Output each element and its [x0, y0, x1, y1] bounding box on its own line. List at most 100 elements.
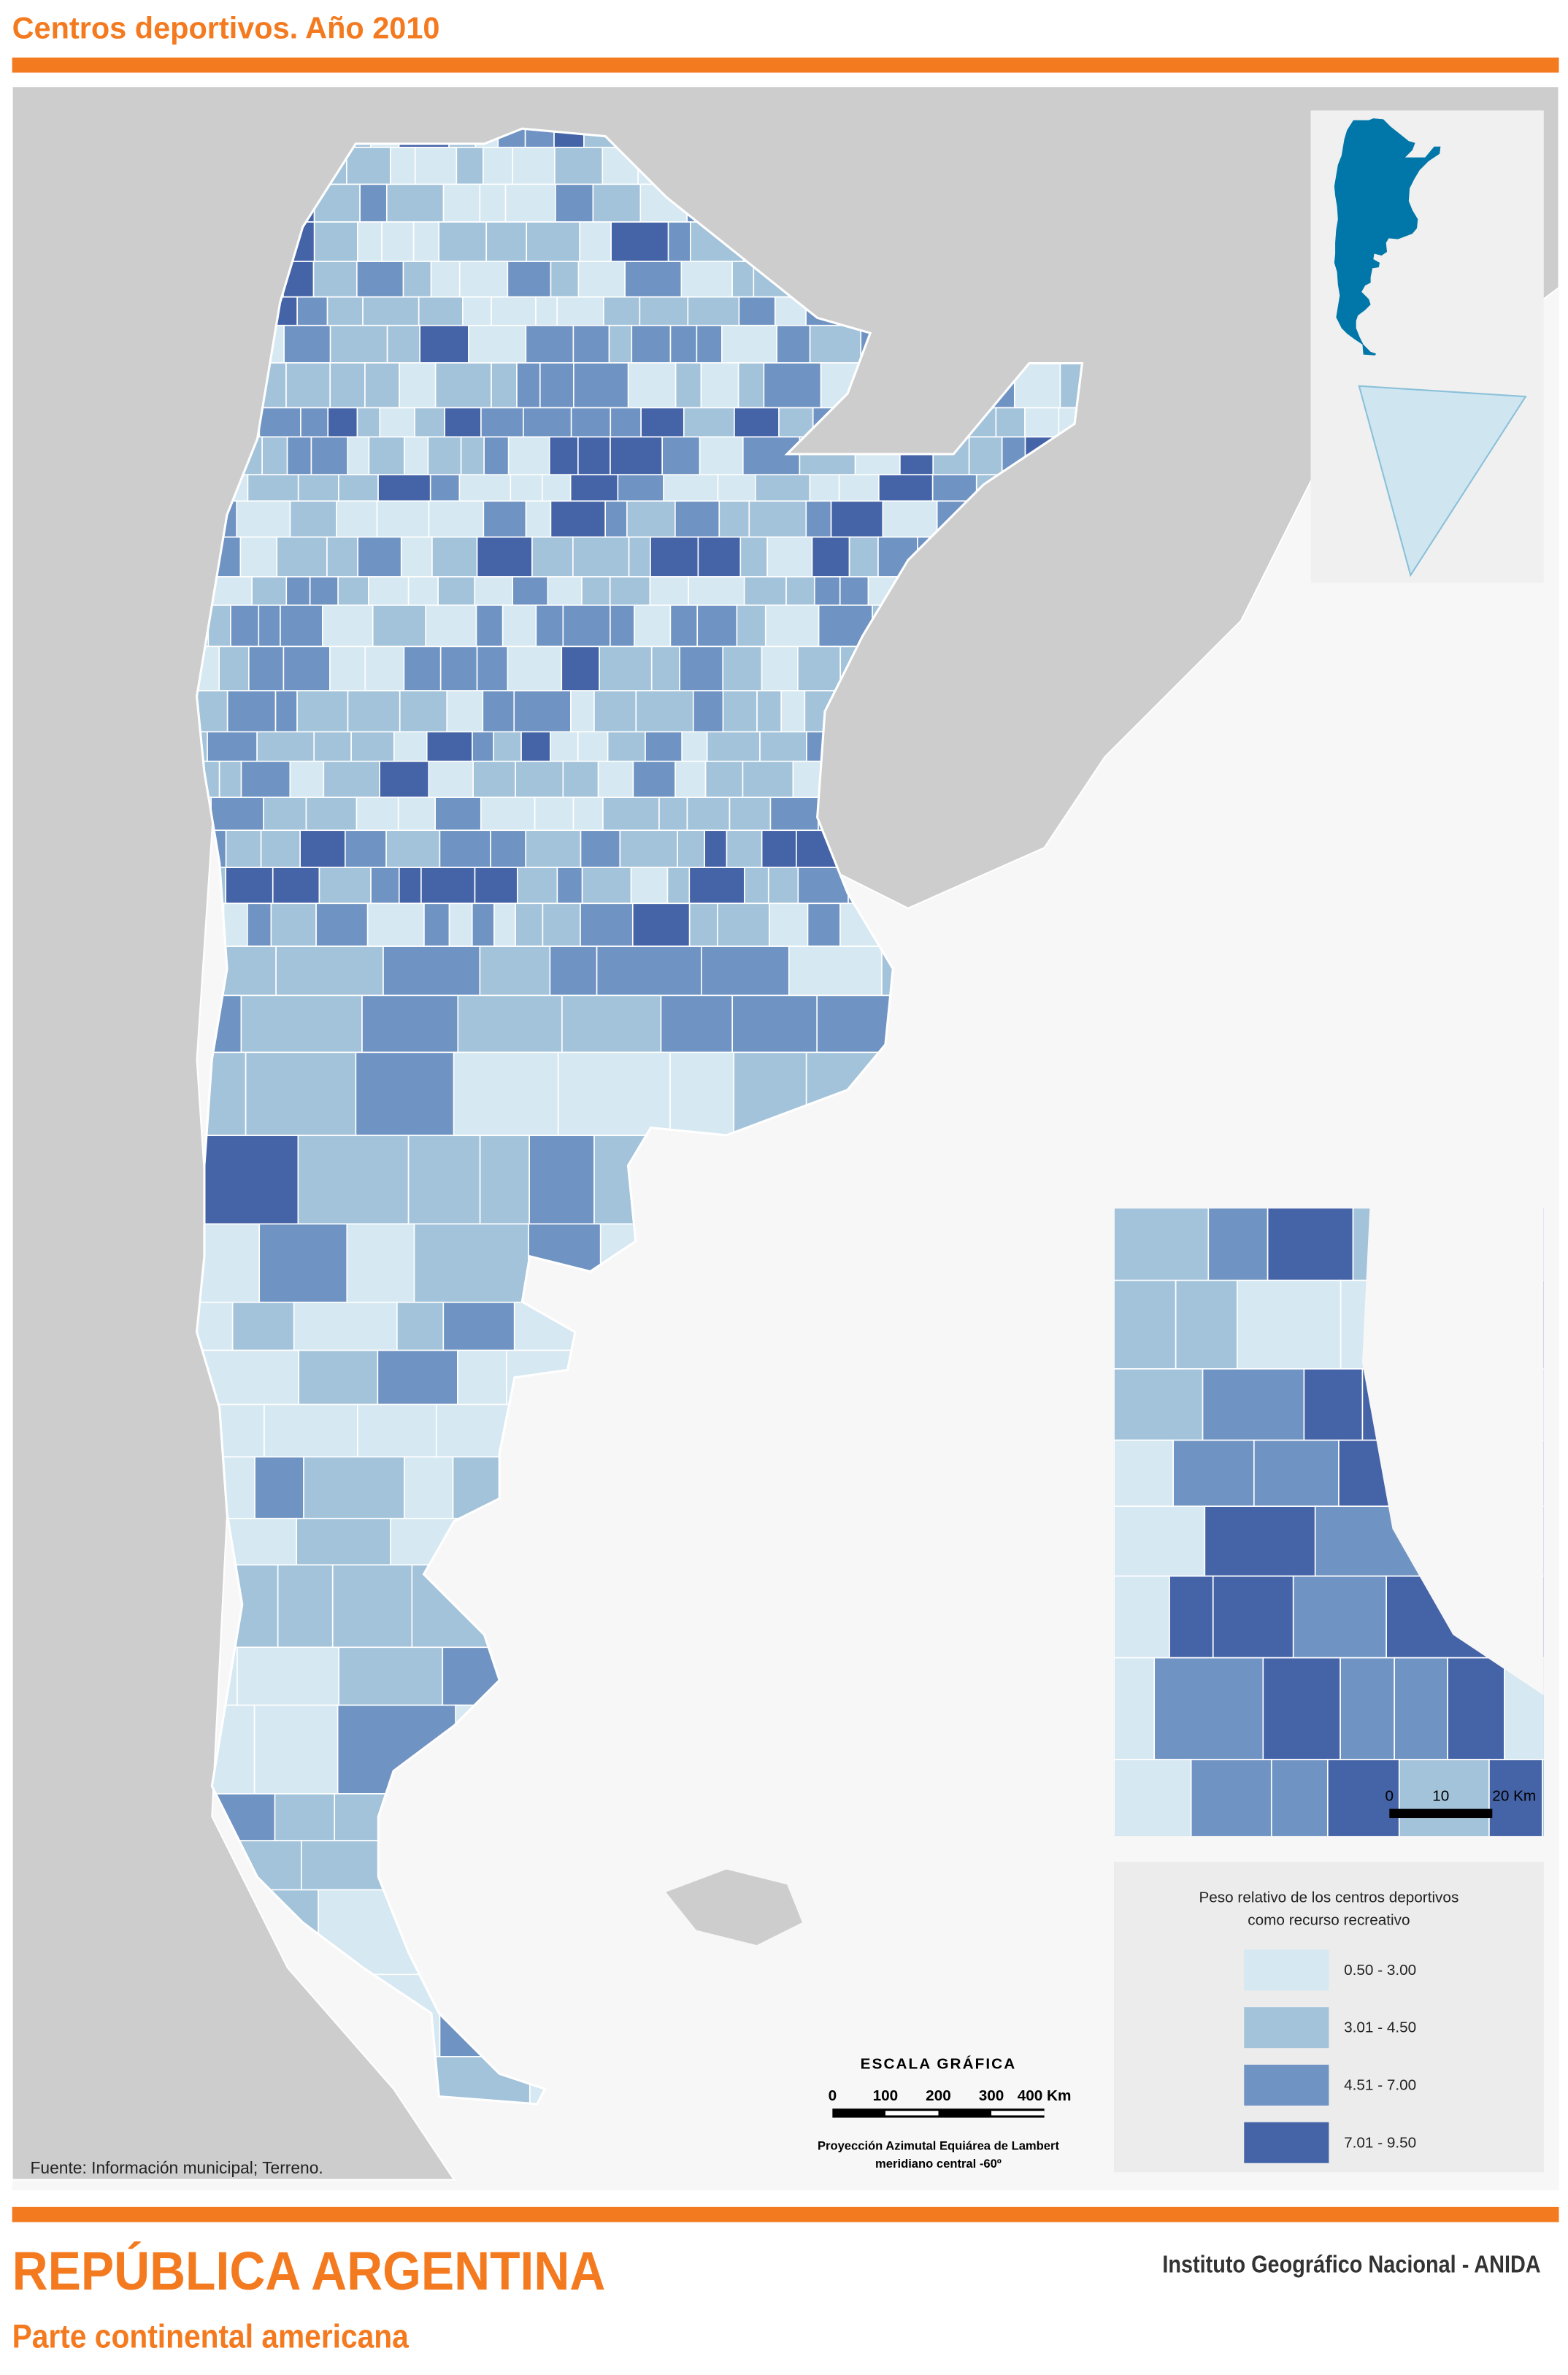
department — [296, 1517, 391, 1566]
department — [446, 690, 484, 733]
department — [807, 902, 841, 947]
department — [697, 536, 742, 578]
department — [627, 362, 677, 409]
department — [474, 867, 518, 905]
ba-department — [1542, 1759, 1544, 1836]
department — [427, 436, 462, 476]
department — [734, 407, 780, 438]
department — [297, 474, 339, 502]
department — [462, 296, 492, 326]
department — [263, 797, 307, 832]
department — [493, 902, 516, 947]
department — [562, 760, 599, 798]
department — [439, 645, 478, 691]
department — [357, 1403, 437, 1458]
department — [523, 407, 572, 438]
department — [399, 362, 437, 409]
department — [675, 362, 702, 409]
ba-department — [1236, 1279, 1342, 1370]
department — [882, 500, 938, 538]
department — [483, 500, 527, 538]
scale-bar-segment — [991, 2111, 1045, 2116]
department — [434, 362, 492, 409]
department — [661, 436, 701, 476]
department — [763, 362, 822, 409]
department — [737, 362, 765, 409]
department — [379, 760, 430, 798]
legend-label: 0.50 - 3.00 — [1344, 1962, 1416, 1979]
department — [683, 407, 735, 438]
department — [347, 690, 401, 733]
department — [329, 645, 366, 691]
department — [337, 576, 369, 606]
department — [275, 945, 384, 997]
department — [603, 296, 641, 326]
department — [442, 1301, 515, 1351]
ba-department — [1292, 1575, 1387, 1659]
department — [554, 147, 604, 185]
ba-department — [1326, 1759, 1400, 1836]
department — [805, 500, 832, 538]
inset-scale-label: 10 — [1432, 1787, 1449, 1804]
scale-bar-segment — [885, 2111, 939, 2116]
department — [312, 261, 358, 298]
department — [742, 760, 794, 798]
department — [196, 1135, 299, 1225]
department — [247, 474, 299, 502]
department — [428, 500, 485, 538]
legend-label: 4.51 - 7.00 — [1344, 2076, 1416, 2093]
department — [687, 296, 740, 326]
department — [247, 902, 272, 947]
inset-scale: 0 10 20 Km — [1386, 1787, 1537, 1804]
department — [356, 797, 399, 832]
ba-department — [1207, 1208, 1269, 1281]
department — [299, 829, 346, 868]
department — [769, 797, 819, 832]
department — [848, 536, 879, 578]
ba-department — [1253, 1439, 1340, 1507]
inset-scale-bar — [1389, 1808, 1493, 1819]
department — [485, 221, 528, 262]
department — [211, 576, 253, 606]
department — [507, 436, 550, 476]
department — [756, 690, 783, 733]
department — [667, 221, 691, 262]
bottom-bar — [12, 2206, 1559, 2222]
department — [610, 407, 642, 438]
department — [696, 605, 738, 648]
department — [345, 147, 391, 185]
department — [350, 731, 395, 762]
department — [736, 605, 766, 648]
department — [296, 690, 349, 733]
department — [813, 576, 841, 606]
department — [240, 760, 291, 798]
department — [688, 867, 745, 905]
department — [608, 324, 633, 364]
department — [336, 500, 378, 538]
department — [457, 994, 563, 1054]
department — [196, 1223, 261, 1303]
department — [610, 221, 669, 262]
department — [286, 436, 312, 476]
department — [729, 797, 772, 832]
department — [434, 797, 482, 832]
department — [480, 797, 536, 832]
department — [688, 902, 718, 947]
department — [482, 690, 515, 733]
department — [372, 605, 427, 648]
department — [253, 1704, 339, 1795]
department — [359, 183, 388, 223]
scale-label: 0 — [829, 2087, 837, 2104]
legend-title: Peso relativo de los centros deportivos — [1199, 1889, 1459, 1906]
department — [557, 1051, 671, 1137]
department — [776, 324, 811, 364]
department — [512, 147, 556, 185]
department — [759, 731, 807, 762]
department — [658, 797, 688, 832]
department — [722, 690, 758, 733]
department — [356, 261, 404, 298]
department — [663, 474, 719, 502]
department — [329, 324, 388, 364]
department — [404, 436, 429, 476]
department — [718, 500, 750, 538]
